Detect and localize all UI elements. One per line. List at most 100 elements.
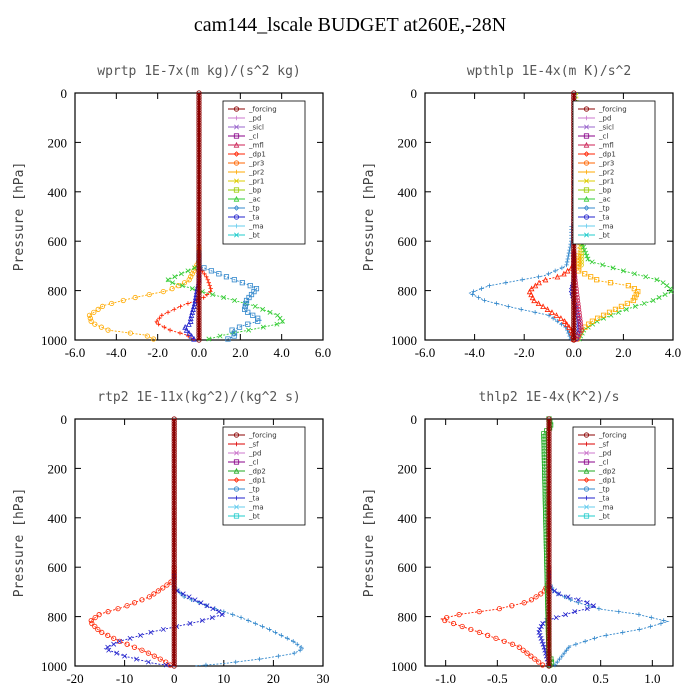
data-point <box>171 532 177 538</box>
data-point <box>533 594 539 600</box>
data-point <box>578 253 584 259</box>
legend-marker <box>584 169 589 175</box>
data-point <box>231 277 237 283</box>
panel-1: wprtp 1E-7x(m kg)/(s^2 kg) Pressure [hPa]… <box>12 64 331 360</box>
legend-entry: _sicl <box>598 124 614 132</box>
data-point <box>171 463 177 469</box>
data-point <box>247 283 253 289</box>
data-point <box>546 463 552 469</box>
data-point <box>255 315 261 321</box>
data-point <box>562 650 567 656</box>
data-point <box>171 510 177 516</box>
data-point <box>571 337 577 343</box>
data-point <box>546 512 552 518</box>
data-point <box>178 304 183 309</box>
x-tick-label: -6.0 <box>415 345 436 360</box>
data-point <box>546 537 552 543</box>
data-point <box>196 322 202 328</box>
data-point <box>171 473 177 479</box>
data-point <box>546 480 552 486</box>
data-point <box>546 616 552 622</box>
data-point <box>654 277 660 283</box>
data-point <box>171 450 177 457</box>
data-point <box>291 639 296 644</box>
data-point <box>159 313 164 318</box>
data-point <box>151 591 157 597</box>
data-point <box>175 283 181 289</box>
data-point <box>562 594 567 600</box>
data-point <box>196 337 202 343</box>
data-point <box>552 588 557 594</box>
data-point <box>546 660 552 667</box>
data-point <box>594 277 600 283</box>
x-tick-label: 30 <box>317 671 330 686</box>
data-point <box>501 638 507 644</box>
data-point <box>571 310 577 316</box>
data-point <box>171 438 177 444</box>
data-point <box>172 307 177 312</box>
data-point <box>578 256 584 262</box>
legend-entry: _tp <box>248 205 260 213</box>
data-point <box>279 633 284 638</box>
data-point <box>559 653 565 659</box>
data-point <box>171 567 177 573</box>
legend-marker <box>234 441 239 447</box>
x-tick-label: 0.0 <box>541 671 557 686</box>
data-point <box>632 271 638 277</box>
data-point <box>573 642 579 647</box>
data-point <box>230 612 235 617</box>
data-point <box>292 650 297 656</box>
data-point <box>546 584 552 590</box>
legend-entry: _cl <box>248 133 258 141</box>
y-tick-label: 1000 <box>391 659 417 674</box>
data-point <box>242 303 248 310</box>
legend-entry: _cl <box>598 459 608 467</box>
data-point <box>582 639 588 644</box>
data-point <box>546 613 552 620</box>
legend-marker <box>234 124 239 130</box>
y-tick-label: 400 <box>398 511 418 526</box>
data-point <box>546 549 552 555</box>
data-point <box>519 307 524 312</box>
data-point <box>603 633 609 638</box>
data-point <box>503 280 509 285</box>
data-point <box>577 318 583 324</box>
data-point <box>546 663 552 669</box>
data-point <box>648 624 653 629</box>
data-point <box>578 250 584 256</box>
series_dp1 <box>154 93 213 342</box>
data-point <box>541 443 547 449</box>
data-point <box>571 307 577 313</box>
data-point <box>571 90 577 96</box>
data-point <box>96 612 102 618</box>
data-point <box>561 270 567 277</box>
data-point <box>541 454 547 461</box>
data-point <box>243 300 249 307</box>
data-point <box>196 287 202 294</box>
data-point <box>532 282 539 289</box>
data-point <box>92 614 98 621</box>
data-point <box>196 329 202 336</box>
data-point <box>546 473 552 479</box>
data-point <box>171 480 177 486</box>
legend-entry: _cl <box>248 459 258 467</box>
data-point <box>576 312 582 318</box>
data-point <box>650 297 656 303</box>
legend-entry: _ta <box>598 214 610 222</box>
data-point <box>171 611 177 617</box>
data-point <box>546 470 552 476</box>
data-point <box>554 273 561 280</box>
data-point <box>210 606 216 612</box>
data-point <box>171 455 177 462</box>
data-point <box>607 280 614 286</box>
data-point <box>539 662 546 668</box>
legend-marker <box>234 495 239 501</box>
data-point <box>171 470 177 476</box>
data-point <box>208 268 214 274</box>
data-point <box>171 465 177 471</box>
data-point <box>124 603 130 609</box>
legend-marker <box>583 141 590 148</box>
legend-marker <box>233 195 240 202</box>
data-point <box>170 280 176 286</box>
